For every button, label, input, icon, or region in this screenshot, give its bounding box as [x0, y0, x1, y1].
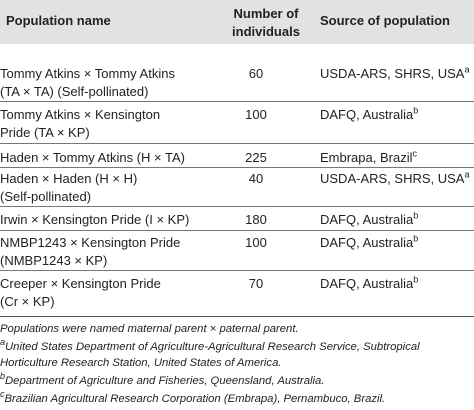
row-divider: [0, 101, 474, 102]
row-4-name-line1: Haden × Haden (H × H): [0, 171, 138, 186]
row-6-name-line2: (NMBP1243 × KP): [0, 253, 108, 268]
header-source: Source of population: [320, 13, 450, 28]
footnote-c: cBrazilian Agricultural Research Corpora…: [0, 389, 386, 405]
row-2-name-line2: Pride (TA × KP): [0, 125, 90, 140]
footnote-b: bDepartment of Agriculture and Fisheries…: [0, 371, 325, 387]
footnote-a-continued: Horticulture Research Station, United St…: [0, 357, 282, 369]
row-3-source: Embrapa, Brazilc: [320, 148, 417, 165]
row-divider: [0, 230, 474, 231]
row-5-name-line1: Irwin × Kensington Pride (I × KP): [0, 212, 190, 227]
header-number-line2: individuals: [232, 24, 300, 39]
footnote-a: aUnited States Department of Agriculture…: [0, 337, 420, 353]
row-divider: [0, 167, 474, 168]
row-6-name-line1: NMBP1243 × Kensington Pride: [0, 235, 181, 250]
row-5-number: 180: [245, 212, 267, 227]
table-header-background: [0, 0, 474, 44]
footnote-intro: Populations were named maternal parent ×…: [0, 323, 299, 335]
row-7-source: DAFQ, Australiab: [320, 274, 419, 291]
row-4-number: 40: [248, 171, 264, 186]
row-1-source: USDA-ARS, SHRS, USAa: [320, 64, 470, 81]
row-3-name-line1: Haden × Tommy Atkins (H × TA): [0, 150, 185, 165]
row-5-source: DAFQ, Australiab: [320, 210, 419, 227]
table-bottom-rule: [0, 316, 474, 317]
row-6-number: 100: [245, 235, 267, 250]
row-divider: [0, 270, 474, 271]
row-1-number: 60: [248, 66, 264, 81]
row-2-source: DAFQ, Australiab: [320, 105, 419, 122]
row-2-name-line1: Tommy Atkins × Kensington: [0, 107, 161, 122]
row-7-name-line2: (Cr × KP): [0, 294, 55, 309]
row-6-source: DAFQ, Australiab: [320, 233, 419, 250]
header-number-line1: Number of: [233, 6, 299, 21]
row-4-source: USDA-ARS, SHRS, USAa: [320, 169, 470, 186]
row-divider: [0, 143, 474, 144]
row-7-name-line1: Creeper × Kensington Pride: [0, 276, 161, 291]
row-3-number: 225: [245, 150, 267, 165]
row-7-number: 70: [248, 276, 264, 291]
header-population-name: Population name: [6, 13, 111, 28]
row-2-number: 100: [245, 107, 267, 122]
row-4-name-line2: (Self-pollinated): [0, 189, 92, 204]
row-1-name-line1: Tommy Atkins × Tommy Atkins: [0, 66, 175, 81]
row-divider: [0, 206, 474, 207]
row-1-name-line2: (TA × TA) (Self-pollinated): [0, 84, 149, 99]
